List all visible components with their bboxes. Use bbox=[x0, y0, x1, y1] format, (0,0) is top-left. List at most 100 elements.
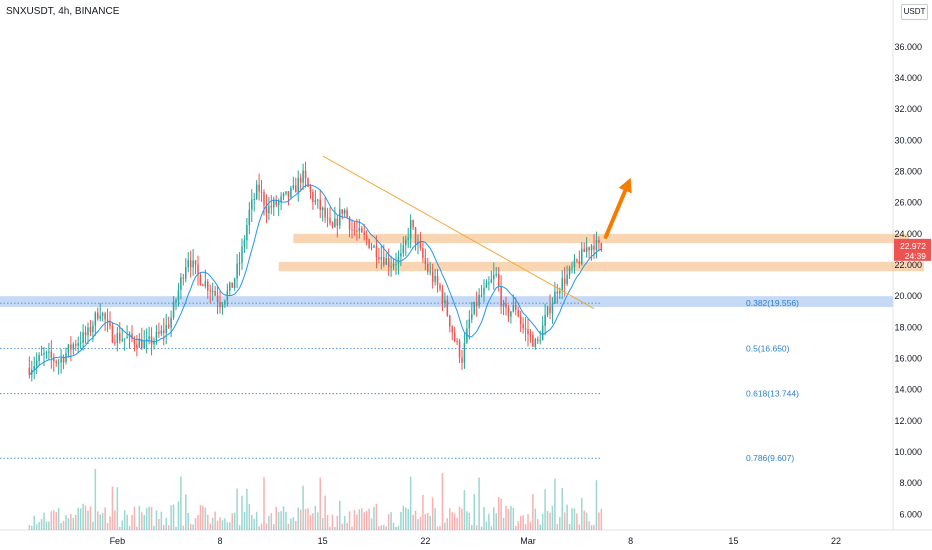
volume-bar bbox=[505, 505, 507, 530]
candle-body bbox=[287, 191, 290, 197]
candle-body bbox=[339, 209, 341, 226]
time-axis[interactable]: Feb 8 15 22 Mar 8 15 22 bbox=[110, 536, 841, 546]
volume-bar bbox=[483, 507, 485, 530]
candle-body bbox=[216, 295, 219, 303]
volume-bar bbox=[329, 526, 331, 530]
volume-bar bbox=[529, 521, 532, 530]
candle-body bbox=[434, 275, 436, 282]
candle-body bbox=[138, 339, 141, 348]
volume-bar bbox=[209, 523, 211, 530]
volume-bar bbox=[273, 524, 275, 530]
volume-bar bbox=[326, 515, 329, 530]
candle-body bbox=[341, 209, 343, 214]
volume-bar bbox=[405, 507, 407, 530]
volume-bar bbox=[202, 505, 204, 530]
volume-bar bbox=[141, 512, 143, 530]
candle-body bbox=[585, 247, 588, 253]
candle-body bbox=[82, 332, 84, 343]
candle-body bbox=[116, 333, 119, 343]
candle-body bbox=[392, 264, 395, 267]
volume-bar bbox=[341, 523, 343, 530]
candle-body bbox=[87, 327, 89, 336]
candle-body bbox=[202, 284, 204, 287]
candle-body bbox=[483, 287, 485, 295]
candle-body bbox=[150, 336, 153, 345]
volume-bar bbox=[441, 473, 444, 530]
currency-button[interactable]: USDT bbox=[901, 4, 928, 20]
time-tick-label: 15 bbox=[728, 536, 738, 546]
volume-bar bbox=[53, 510, 55, 530]
volume-bar bbox=[581, 498, 583, 530]
candle-body bbox=[158, 331, 160, 334]
volume-bar bbox=[211, 517, 214, 530]
candle-body bbox=[204, 281, 207, 287]
volume-bar bbox=[92, 521, 94, 530]
candle-body bbox=[439, 284, 441, 289]
candle-body bbox=[554, 291, 556, 304]
candle-body bbox=[321, 207, 324, 210]
price-axis[interactable]: 6.000 8.000 10.000 12.000 14.000 16.000 18.000… bbox=[894, 42, 922, 520]
candle-body bbox=[329, 218, 331, 224]
price-tick-label: 30.000 bbox=[894, 135, 922, 145]
candle-body bbox=[309, 186, 312, 192]
volume-bar bbox=[67, 518, 70, 530]
candle-body bbox=[89, 327, 92, 332]
candle-body bbox=[28, 367, 31, 375]
volume-bar bbox=[163, 525, 165, 530]
price-tick-label: 32.000 bbox=[894, 104, 922, 114]
candle-body bbox=[258, 184, 260, 192]
candle-body bbox=[598, 239, 600, 243]
candle-body bbox=[290, 187, 292, 197]
candle-body bbox=[409, 220, 412, 239]
volume-bar bbox=[75, 514, 77, 530]
price-tick-label: 28.000 bbox=[894, 166, 922, 176]
volume-bar bbox=[43, 512, 45, 530]
volume-bar bbox=[383, 524, 385, 530]
volume-bar bbox=[576, 513, 578, 530]
drawing-overlay bbox=[28, 155, 632, 376]
candle-body bbox=[510, 311, 512, 317]
candle-body bbox=[363, 232, 365, 236]
volume-bar bbox=[397, 526, 400, 530]
candle-body bbox=[72, 344, 75, 350]
candle-body bbox=[270, 205, 273, 208]
candle-body bbox=[571, 266, 573, 268]
candle-body bbox=[485, 282, 488, 288]
candle-body bbox=[109, 320, 111, 327]
volume-bar bbox=[119, 526, 121, 530]
volume-bar bbox=[458, 506, 461, 530]
candle-body bbox=[104, 313, 106, 320]
candle-body bbox=[167, 324, 170, 328]
volume-bar bbox=[414, 510, 417, 530]
candle-body bbox=[493, 274, 495, 280]
candle-body bbox=[285, 191, 287, 194]
candle-body bbox=[583, 248, 585, 253]
volume-bar bbox=[270, 513, 273, 530]
candle-body bbox=[99, 315, 101, 319]
candle-body bbox=[79, 342, 82, 344]
volume-bar bbox=[192, 524, 194, 530]
candle-body bbox=[412, 220, 414, 228]
volume-bar bbox=[182, 525, 185, 530]
candle-body bbox=[385, 257, 387, 265]
volume-bar bbox=[133, 506, 136, 530]
volume-bar bbox=[537, 519, 539, 530]
candle-body bbox=[92, 325, 94, 332]
volume-bar bbox=[243, 511, 246, 530]
candle-body bbox=[141, 339, 143, 349]
volume-bar bbox=[407, 508, 409, 530]
volume-bar bbox=[419, 516, 422, 530]
candle-body bbox=[478, 294, 480, 306]
candle-body bbox=[297, 177, 299, 193]
volume-bar bbox=[253, 518, 255, 530]
candle-body bbox=[172, 302, 175, 318]
volume-bar bbox=[451, 512, 453, 530]
volume-bar bbox=[177, 501, 180, 530]
volume-bar bbox=[532, 493, 534, 530]
volume-bar bbox=[449, 508, 451, 530]
volume-bar bbox=[412, 514, 414, 530]
volume-bar bbox=[35, 524, 38, 530]
candle-body bbox=[556, 291, 559, 294]
volume-bar bbox=[160, 511, 163, 530]
